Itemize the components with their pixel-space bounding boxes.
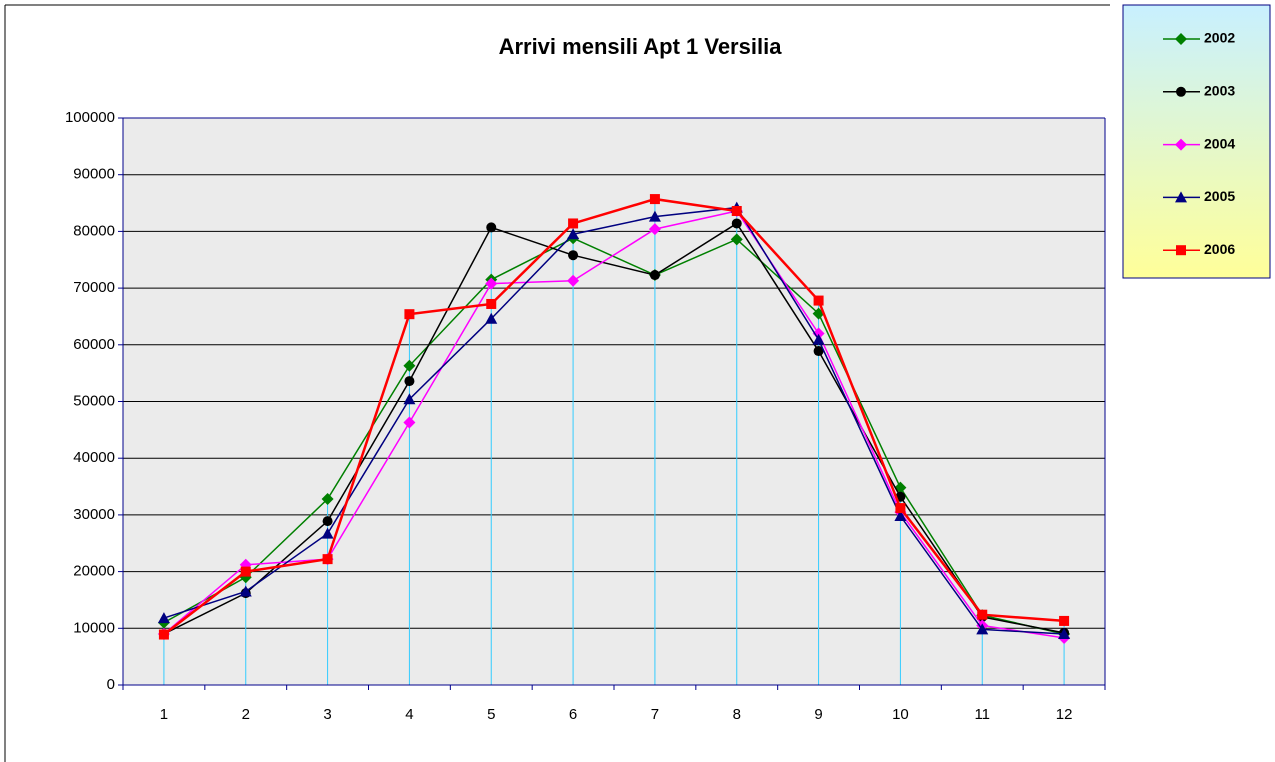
x-tick-label: 3 (323, 706, 331, 723)
marker (813, 295, 824, 306)
marker (321, 527, 334, 539)
y-tick-label: 40000 (73, 449, 115, 466)
x-tick-label: 4 (405, 706, 413, 723)
legend-label: 2004 (1204, 135, 1235, 151)
y-tick-label: 20000 (73, 563, 115, 580)
marker (648, 223, 661, 236)
legend-label: 2005 (1204, 188, 1235, 204)
x-tick-label: 6 (569, 706, 577, 723)
marker (403, 393, 416, 405)
marker (239, 585, 252, 597)
marker (568, 250, 579, 261)
y-tick-label: 50000 (73, 392, 115, 409)
x-tick-label: 2 (242, 706, 250, 723)
marker (1175, 191, 1187, 203)
x-tick-label: 1 (160, 706, 168, 723)
x-tick-label: 12 (1056, 706, 1073, 723)
marker (486, 298, 497, 309)
y-tick-label: 10000 (73, 619, 115, 636)
marker (485, 277, 498, 290)
x-tick-label: 7 (651, 706, 659, 723)
marker (1175, 33, 1187, 45)
marker (404, 376, 415, 387)
x-tick-label: 5 (487, 706, 495, 723)
series-line (163, 222, 1065, 635)
marker (322, 554, 333, 565)
marker (976, 623, 989, 635)
marker (1059, 615, 1070, 626)
marker (485, 312, 498, 324)
marker (649, 270, 660, 281)
x-tick-label: 8 (733, 706, 741, 723)
marker (567, 228, 580, 240)
marker (812, 327, 825, 340)
y-tick-label: 30000 (73, 506, 115, 523)
marker (404, 309, 415, 320)
marker (977, 609, 988, 620)
marker (894, 510, 907, 522)
marker (813, 346, 824, 357)
y-tick-label: 90000 (73, 166, 115, 183)
y-tick-label: 60000 (73, 336, 115, 353)
marker (1175, 138, 1187, 151)
marker (648, 210, 661, 222)
marker (1176, 245, 1186, 256)
y-tick-label: 100000 (65, 109, 115, 126)
chart-title: Arrivi mensili Apt 1 Versilia (499, 34, 783, 59)
legend-label: 2003 (1204, 83, 1235, 99)
marker (812, 333, 825, 345)
marker (731, 218, 742, 229)
series-line (163, 197, 1065, 636)
marker (403, 416, 416, 429)
marker (403, 359, 416, 372)
marker (1176, 86, 1186, 97)
series-line (163, 237, 1065, 635)
x-tick-label: 11 (974, 706, 990, 723)
marker (649, 194, 660, 205)
marker (568, 218, 579, 229)
marker (895, 503, 906, 514)
legend-label: 2006 (1204, 241, 1235, 257)
marker (567, 274, 580, 287)
x-tick-label: 9 (814, 706, 822, 723)
marker (158, 629, 169, 640)
y-tick-label: 0 (107, 676, 115, 693)
marker (730, 233, 743, 246)
marker (1058, 627, 1071, 639)
marker (731, 205, 742, 216)
marker (486, 222, 497, 233)
legend-label: 2002 (1204, 30, 1235, 46)
marker (157, 612, 170, 624)
marker (240, 566, 251, 577)
series-line (163, 206, 1065, 635)
marker (321, 493, 334, 506)
marker (322, 516, 333, 527)
y-tick-label: 70000 (73, 279, 115, 296)
x-tick-label: 10 (892, 706, 909, 723)
legend-box (1122, 4, 1271, 279)
y-tick-label: 80000 (73, 222, 115, 239)
